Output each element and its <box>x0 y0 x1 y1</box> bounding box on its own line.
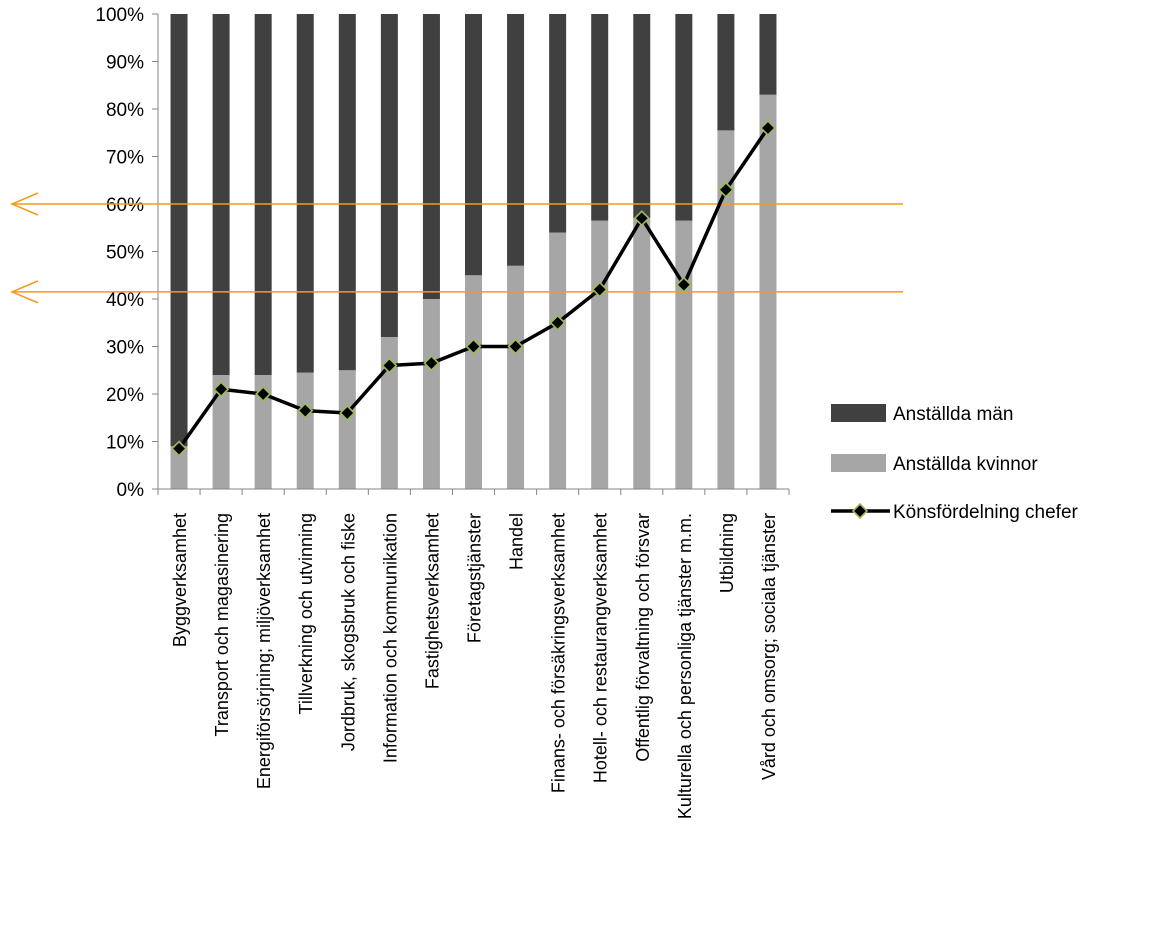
point-konsfordelning-chefer-1 <box>212 381 230 398</box>
reference-arrow-0 <box>10 192 39 216</box>
point-konsfordelning-chefer-2 <box>255 385 272 403</box>
bar-anstallda-kvinnor-10 <box>591 220 609 489</box>
bar-anstallda-man-3 <box>296 14 314 373</box>
bar-anstallda-kvinnor-4 <box>338 370 356 489</box>
bar-anstallda-man-7 <box>465 14 482 276</box>
category-label: Information och kommunikation <box>380 513 400 763</box>
category-label: Tillverkning och utvinning <box>296 513 316 714</box>
bar-anstallda-kvinnor-6 <box>422 299 440 489</box>
y-tick-label: 60% <box>106 195 144 216</box>
category-label: Vård och omsorg; sociala tjänster <box>759 513 779 780</box>
point-konsfordelning-chefer-6 <box>423 354 440 372</box>
category-label: Kulturella och personliga tjänster m.m. <box>675 513 695 819</box>
y-tick-label: 10% <box>106 433 144 454</box>
category-label: Transport och magasinering <box>212 513 232 736</box>
bar-anstallda-man-11 <box>633 14 651 219</box>
point-konsfordelning-chefer-7 <box>465 338 482 355</box>
category-label: Utbildning <box>717 513 737 593</box>
y-tick-label: 70% <box>106 148 144 169</box>
y-tick-label: 50% <box>106 243 144 264</box>
legend-swatch-anstallda-kvinnor <box>831 454 886 472</box>
bar-anstallda-kvinnor-8 <box>507 265 525 489</box>
point-konsfordelning-chefer-5 <box>381 357 398 374</box>
bar-anstallda-man-10 <box>591 14 609 221</box>
bar-anstallda-man-13 <box>717 14 735 131</box>
y-tick-label: 80% <box>106 100 144 121</box>
bar-anstallda-kvinnor-5 <box>380 337 398 489</box>
bar-anstallda-kvinnor-7 <box>465 275 482 489</box>
bar-anstallda-man-8 <box>507 14 525 266</box>
category-label: Energiförsörjning; miljöverksamhet <box>254 513 274 789</box>
y-tick-label: 40% <box>106 290 144 311</box>
category-label: Finans- och försäkringsverksamhet <box>549 513 569 793</box>
legend-marker-konsfordelning-chefer <box>851 502 869 520</box>
bar-anstallda-kvinnor-13 <box>717 130 735 489</box>
legend-label-konsfordelning-chefer: Könsfördelning chefer <box>893 502 1079 523</box>
category-label: Jordbruk, skogsbruk och fiske <box>338 513 358 751</box>
bar-anstallda-man-1 <box>212 14 230 375</box>
bar-anstallda-man-6 <box>422 14 440 299</box>
point-konsfordelning-chefer-11 <box>633 210 650 227</box>
category-label: Byggverksamhet <box>170 513 190 647</box>
point-konsfordelning-chefer-10 <box>591 281 608 298</box>
y-tick-label: 100% <box>95 5 144 26</box>
category-label: Företagstjänster <box>465 513 485 643</box>
bar-anstallda-kvinnor-1 <box>212 375 230 489</box>
bar-anstallda-man-14 <box>759 14 777 95</box>
bar-anstallda-kvinnor-3 <box>296 372 314 489</box>
y-tick-label: 90% <box>106 53 144 74</box>
point-konsfordelning-chefer-4 <box>339 404 356 422</box>
point-konsfordelning-chefer-14 <box>759 119 777 137</box>
category-label: Hotell- och restaurangverksamhet <box>591 513 611 783</box>
bar-anstallda-kvinnor-0 <box>170 446 188 489</box>
bar-anstallda-man-4 <box>338 14 356 371</box>
bar-anstallda-man-9 <box>549 14 567 233</box>
bar-anstallda-man-5 <box>380 14 398 337</box>
point-konsfordelning-chefer-0 <box>170 440 188 457</box>
y-tick-label: 0% <box>117 480 145 501</box>
legend-swatch-anstallda-man <box>831 404 886 422</box>
bar-anstallda-kvinnor-11 <box>633 218 651 489</box>
bar-anstallda-man-12 <box>675 14 693 221</box>
point-konsfordelning-chefer-9 <box>549 314 566 331</box>
point-konsfordelning-chefer-3 <box>297 402 314 419</box>
point-konsfordelning-chefer-13 <box>717 181 735 198</box>
category-label: Offentlig förvaltning och försvar <box>633 513 653 762</box>
point-konsfordelning-chefer-12 <box>675 276 692 293</box>
legend-label-anstallda-man: Anställda män <box>893 404 1013 425</box>
bar-anstallda-kvinnor-9 <box>549 232 567 489</box>
y-tick-label: 30% <box>106 338 144 359</box>
bar-anstallda-man-0 <box>170 14 188 447</box>
category-label: Handel <box>507 513 527 570</box>
legend-label-anstallda-kvinnor: Anställda kvinnor <box>893 454 1038 475</box>
bar-anstallda-kvinnor-12 <box>675 220 693 489</box>
reference-arrow-1 <box>10 280 39 304</box>
bar-anstallda-kvinnor-2 <box>254 375 272 489</box>
point-konsfordelning-chefer-8 <box>507 338 524 355</box>
bar-anstallda-man-2 <box>254 14 272 375</box>
y-tick-label: 20% <box>106 385 144 406</box>
category-label: Fastighetsverksamhet <box>422 513 442 689</box>
